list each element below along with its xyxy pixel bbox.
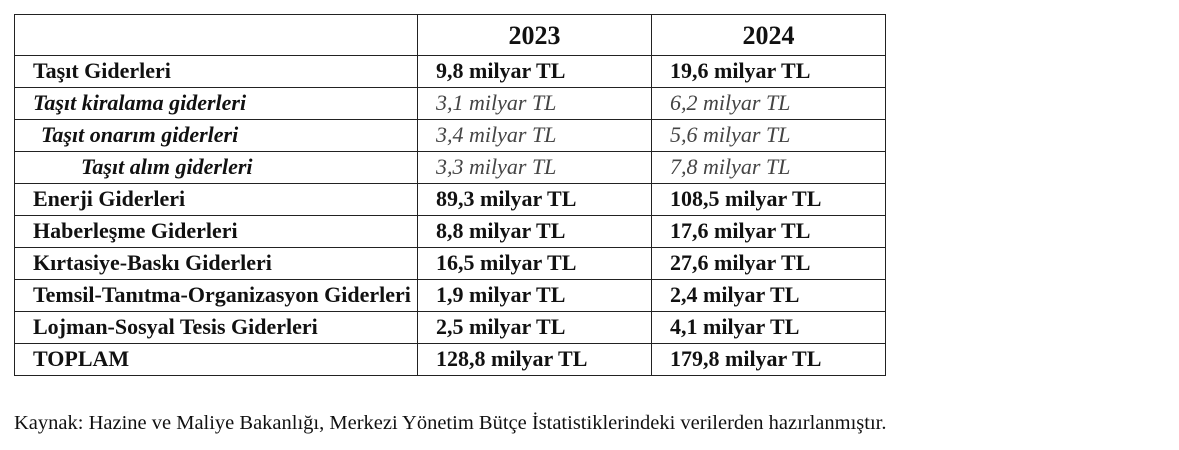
value-cell: 89,3 milyar TL — [417, 183, 652, 216]
value-cell: 6,2 milyar TL — [651, 87, 886, 120]
row-label: Haberleşme Giderleri — [14, 215, 418, 248]
value-cell: 7,8 milyar TL — [651, 151, 886, 184]
row-label: Kırtasiye-Baskı Giderleri — [14, 247, 418, 280]
value-cell: 179,8 milyar TL — [651, 343, 886, 376]
value-cell: 128,8 milyar TL — [417, 343, 652, 376]
value-cell: 5,6 milyar TL — [651, 119, 886, 152]
value-cell: 3,4 milyar TL — [417, 119, 652, 152]
value-cell: 108,5 milyar TL — [651, 183, 886, 216]
source-note: Kaynak: Hazine ve Maliye Bakanlığı, Merk… — [14, 412, 887, 434]
row-label: Taşıt alım giderleri — [14, 151, 418, 184]
row-label: Taşıt onarım giderleri — [14, 119, 418, 152]
value-cell: 2,4 milyar TL — [651, 279, 886, 312]
value-cell: 17,6 milyar TL — [651, 215, 886, 248]
value-cell: 8,8 milyar TL — [417, 215, 652, 248]
table-row: Taşıt Giderleri 9,8 milyar TL 19,6 milyar … — [14, 55, 886, 88]
header-cell — [14, 14, 418, 56]
value-cell: 9,8 milyar TL — [417, 55, 652, 88]
row-label: Taşıt kiralama giderleri — [14, 87, 418, 120]
expense-table: 2023 2024 Taşıt Giderleri 9,8 milyar TL 19… — [14, 14, 886, 376]
row-label: Temsil-Tanıtma-Organizasyon Giderleri — [14, 279, 418, 312]
table-row: TOPLAM 128,8 milyar TL 179,8 milyar TL — [14, 343, 886, 376]
row-label: Enerji Giderleri — [14, 183, 418, 216]
row-label: TOPLAM — [14, 343, 418, 376]
table-row: Haberleşme Giderleri 8,8 milyar TL 17,6 mi… — [14, 215, 886, 248]
table-row: Taşıt alım giderleri 3,3 milyar TL 7,8 mil… — [14, 151, 886, 184]
header-row: 2023 2024 — [14, 14, 886, 56]
table-row: Temsil-Tanıtma-Organizasyon Giderleri 1,9… — [14, 279, 886, 312]
header-cell: 2023 — [417, 14, 652, 56]
value-cell: 4,1 milyar TL — [651, 311, 886, 344]
table-row: Lojman-Sosyal Tesis Giderleri 2,5 milyar … — [14, 311, 886, 344]
table-row: Taşıt onarım giderleri 3,4 milyar TL 5,6 m… — [14, 119, 886, 152]
value-cell: 19,6 milyar TL — [651, 55, 886, 88]
table-row: Enerji Giderleri 89,3 milyar TL 108,5 mily… — [14, 183, 886, 216]
table-body: Taşıt Giderleri 9,8 milyar TL 19,6 milyar … — [14, 55, 886, 376]
value-cell: 1,9 milyar TL — [417, 279, 652, 312]
value-cell: 2,5 milyar TL — [417, 311, 652, 344]
table-row: Taşıt kiralama giderleri 3,1 milyar TL 6,2… — [14, 87, 886, 120]
row-label: Taşıt Giderleri — [14, 55, 418, 88]
value-cell: 3,1 milyar TL — [417, 87, 652, 120]
value-cell: 3,3 milyar TL — [417, 151, 652, 184]
value-cell: 16,5 milyar TL — [417, 247, 652, 280]
table-row: Kırtasiye-Baskı Giderleri 16,5 milyar TL 2… — [14, 247, 886, 280]
header-cell: 2024 — [651, 14, 886, 56]
row-label: Lojman-Sosyal Tesis Giderleri — [14, 311, 418, 344]
value-cell: 27,6 milyar TL — [651, 247, 886, 280]
